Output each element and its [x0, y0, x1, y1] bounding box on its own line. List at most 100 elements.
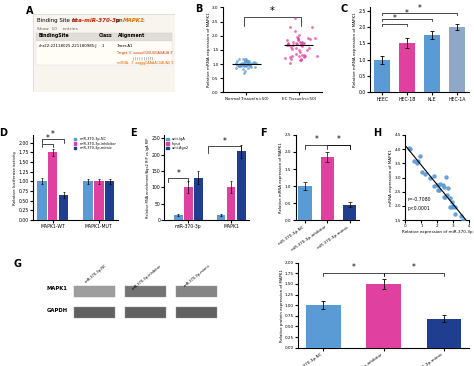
- Bar: [343, 205, 356, 220]
- Point: [289, 42, 297, 48]
- Text: | | | | | | | | | |: | | | | | | | | | |: [133, 56, 153, 60]
- Point: [236, 63, 244, 69]
- Point: [444, 186, 452, 191]
- Point: [240, 56, 247, 62]
- X-axis label: Relative expression of miR-370-3p: Relative expression of miR-370-3p: [402, 229, 473, 234]
- Text: G: G: [14, 259, 22, 269]
- Y-axis label: Relative protein expression of MAPK1: Relative protein expression of MAPK1: [280, 269, 283, 341]
- Point: [239, 61, 247, 67]
- Point: [305, 45, 313, 51]
- Point: [449, 203, 457, 209]
- Point: [452, 211, 459, 217]
- Point: [233, 65, 240, 71]
- Text: B: B: [195, 4, 202, 14]
- Text: *: *: [405, 10, 409, 18]
- Bar: [427, 319, 462, 348]
- Point: [440, 194, 447, 200]
- Text: A: A: [26, 5, 34, 16]
- Text: miR-370-3p-NC: miR-370-3p-NC: [84, 264, 108, 284]
- Text: *: *: [223, 137, 227, 146]
- Text: C: C: [340, 4, 347, 14]
- Bar: [374, 60, 390, 93]
- Point: [430, 173, 438, 179]
- Point: [441, 194, 449, 200]
- Point: [286, 60, 293, 66]
- Text: *: *: [392, 14, 397, 23]
- Point: [241, 62, 248, 68]
- Point: [239, 66, 246, 72]
- Bar: [194, 178, 203, 220]
- Point: [298, 39, 306, 45]
- Bar: [74, 307, 115, 318]
- Y-axis label: Relative mRNA expression of MAPK1: Relative mRNA expression of MAPK1: [280, 142, 283, 213]
- Point: [252, 60, 260, 66]
- Point: [236, 63, 243, 69]
- Text: *: *: [46, 134, 49, 143]
- Point: [246, 63, 254, 69]
- Point: [240, 63, 248, 68]
- Bar: [176, 307, 217, 318]
- Text: MAPK1: MAPK1: [47, 287, 68, 291]
- Point: [296, 47, 303, 53]
- Point: [406, 146, 414, 152]
- Text: miR-370-3p-inhibitor: miR-370-3p-inhibitor: [131, 264, 162, 291]
- Point: [235, 56, 243, 61]
- Bar: [74, 285, 115, 296]
- Point: [422, 171, 429, 177]
- Point: [235, 63, 242, 68]
- Bar: [306, 305, 341, 348]
- Point: [292, 45, 300, 51]
- Point: [444, 193, 451, 198]
- Point: [436, 182, 444, 187]
- Point: [435, 187, 442, 193]
- Bar: [105, 182, 114, 220]
- Point: [295, 31, 303, 37]
- Text: F: F: [261, 128, 267, 138]
- Point: [233, 62, 241, 68]
- Point: [242, 63, 249, 68]
- Point: [289, 39, 297, 45]
- Point: [245, 61, 252, 67]
- Text: D: D: [0, 128, 7, 138]
- Point: [434, 182, 441, 188]
- Point: [296, 57, 304, 63]
- Point: [430, 183, 438, 189]
- Point: [238, 60, 246, 66]
- Bar: [94, 182, 103, 220]
- Point: [311, 35, 319, 41]
- Point: [291, 15, 299, 20]
- Text: :: :: [143, 18, 145, 23]
- Bar: [59, 195, 68, 220]
- Point: [246, 58, 253, 64]
- Bar: [227, 187, 236, 220]
- Bar: [176, 285, 217, 296]
- Point: [297, 42, 304, 48]
- Y-axis label: mRNA expression of MAPK1: mRNA expression of MAPK1: [390, 149, 393, 206]
- Point: [243, 61, 250, 67]
- Text: *: *: [352, 264, 356, 272]
- Point: [244, 58, 252, 64]
- Bar: [400, 43, 415, 93]
- Point: [448, 199, 456, 205]
- Text: Class: Class: [99, 33, 112, 38]
- Bar: [449, 27, 465, 93]
- Text: *: *: [412, 264, 416, 272]
- Point: [460, 217, 467, 223]
- Text: *: *: [314, 135, 318, 145]
- Text: Alignment: Alignment: [118, 33, 146, 38]
- Bar: [366, 284, 401, 348]
- Text: *: *: [176, 169, 180, 178]
- Point: [415, 158, 422, 164]
- Bar: [125, 307, 166, 318]
- Point: [299, 41, 307, 47]
- Bar: [125, 285, 166, 296]
- Point: [294, 37, 302, 43]
- Point: [292, 52, 300, 57]
- Point: [291, 29, 298, 34]
- Point: [301, 53, 309, 59]
- Point: [434, 182, 442, 188]
- Point: [297, 40, 305, 45]
- Legend: miR-370-3p-NC, miR-370-3p-inhibitor, miR-370-3p-mimic: miR-370-3p-NC, miR-370-3p-inhibitor, miR…: [73, 137, 117, 150]
- Point: [240, 62, 248, 68]
- Point: [306, 36, 314, 42]
